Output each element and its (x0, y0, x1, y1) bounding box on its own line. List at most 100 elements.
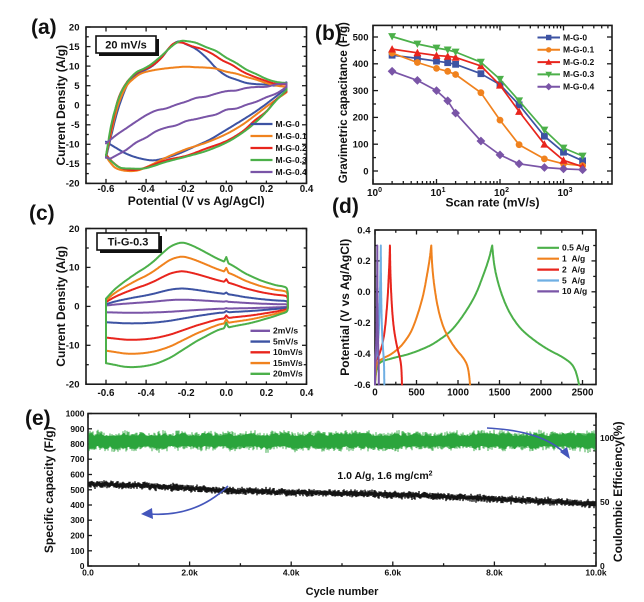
svg-text:5: 5 (74, 81, 80, 92)
svg-text:-10: -10 (66, 341, 80, 352)
svg-text:2mV/s: 2mV/s (273, 326, 298, 336)
svg-text:Specific capacity (F/g): Specific capacity (F/g) (42, 426, 56, 553)
svg-text:2 A/g: 2 A/g (562, 264, 585, 274)
svg-text:-0.2: -0.2 (178, 184, 195, 195)
svg-text:-0.6: -0.6 (98, 184, 115, 195)
svg-text:20mV/s: 20mV/s (273, 369, 303, 379)
svg-text:(e): (e) (25, 407, 51, 430)
svg-text:(d): (d) (332, 195, 359, 218)
svg-text:0: 0 (363, 166, 368, 177)
svg-text:0: 0 (600, 561, 605, 571)
svg-text:-0.6: -0.6 (354, 380, 370, 391)
svg-text:15mV/s: 15mV/s (273, 358, 303, 368)
svg-text:0.0: 0.0 (219, 388, 233, 399)
svg-text:4.0k: 4.0k (283, 568, 300, 578)
svg-text:700: 700 (70, 454, 84, 464)
svg-text:-0.4: -0.4 (354, 349, 371, 360)
svg-text:0: 0 (74, 302, 79, 313)
svg-text:20: 20 (69, 224, 80, 235)
svg-text:500: 500 (408, 388, 425, 399)
svg-text:M-G-0.2: M-G-0.2 (563, 57, 594, 67)
svg-text:1 A/g: 1 A/g (562, 254, 585, 264)
svg-text:500: 500 (70, 485, 84, 495)
svg-text:-5: -5 (71, 120, 80, 131)
svg-text:0: 0 (372, 388, 378, 399)
svg-text:Coulombic Efficiency(%): Coulombic Efficiency(%) (611, 421, 625, 562)
svg-text:-0.4: -0.4 (138, 184, 155, 195)
svg-text:M-G-0.1: M-G-0.1 (276, 131, 307, 141)
svg-text:2.0k: 2.0k (181, 568, 198, 578)
svg-text:0.2: 0.2 (260, 184, 274, 195)
svg-text:100: 100 (600, 433, 614, 443)
svg-text:2000: 2000 (530, 388, 552, 399)
svg-text:400: 400 (353, 59, 369, 70)
svg-text:Gravimetric capacitance (F/g): Gravimetric capacitance (F/g) (338, 22, 350, 183)
svg-text:Scan rate (mV/s): Scan rate (mV/s) (445, 196, 539, 210)
svg-text:20: 20 (69, 22, 80, 33)
svg-text:300: 300 (70, 515, 84, 525)
svg-text:0.5 A/g: 0.5 A/g (562, 243, 590, 253)
svg-text:8.0k: 8.0k (486, 568, 503, 578)
svg-text:M-G-0: M-G-0 (276, 119, 300, 129)
svg-text:Current Density (A/g): Current Density (A/g) (54, 45, 68, 166)
svg-text:100: 100 (70, 546, 84, 556)
svg-text:10: 10 (69, 263, 80, 274)
svg-text:0.2: 0.2 (260, 388, 274, 399)
svg-text:(b): (b) (315, 22, 342, 45)
svg-text:M-G-0.2: M-G-0.2 (276, 143, 307, 153)
svg-text:-0.4: -0.4 (138, 388, 155, 399)
svg-text:10 A/g: 10 A/g (562, 286, 587, 296)
svg-text:-20: -20 (66, 179, 80, 190)
svg-text:1.0 A/g, 1.6 mg/cm2: 1.0 A/g, 1.6 mg/cm2 (337, 470, 432, 482)
svg-text:600: 600 (70, 470, 84, 480)
svg-text:-0.2: -0.2 (178, 388, 195, 399)
svg-text:-0.6: -0.6 (98, 388, 115, 399)
svg-text:5 A/g: 5 A/g (562, 275, 585, 285)
svg-text:0.4: 0.4 (300, 388, 314, 399)
svg-text:Ti-G-0.3: Ti-G-0.3 (108, 237, 149, 249)
svg-text:-0.2: -0.2 (354, 318, 370, 329)
svg-text:5mV/s: 5mV/s (273, 336, 298, 346)
svg-text:(a): (a) (31, 16, 57, 39)
svg-text:-10: -10 (66, 140, 80, 151)
svg-text:0.4: 0.4 (357, 225, 371, 236)
svg-text:100: 100 (353, 140, 369, 151)
svg-text:6.0k: 6.0k (385, 568, 402, 578)
svg-text:20 mV/s: 20 mV/s (105, 40, 147, 52)
svg-text:Current Density (A/g): Current Density (A/g) (54, 246, 68, 367)
svg-text:800: 800 (70, 439, 84, 449)
svg-text:Cycle number: Cycle number (306, 586, 379, 598)
svg-text:1500: 1500 (489, 388, 511, 399)
svg-text:10.0k: 10.0k (585, 568, 607, 578)
svg-text:1000: 1000 (447, 388, 469, 399)
svg-text:50: 50 (600, 497, 610, 507)
svg-text:M-G-0.4: M-G-0.4 (563, 82, 594, 92)
svg-text:0: 0 (80, 561, 85, 571)
svg-text:Potential (V vs Ag/AgCl): Potential (V vs Ag/AgCl) (128, 194, 265, 208)
svg-text:0.2: 0.2 (357, 256, 370, 267)
svg-text:M-G-0.1: M-G-0.1 (563, 45, 594, 55)
svg-text:0: 0 (74, 101, 79, 112)
svg-text:M-G-0.3: M-G-0.3 (563, 69, 594, 79)
svg-text:-15: -15 (66, 159, 80, 170)
svg-text:200: 200 (353, 113, 369, 124)
svg-text:Potential (V vs Ag/AgCl): Potential (V vs Ag/AgCl) (338, 239, 352, 376)
svg-text:10mV/s: 10mV/s (273, 347, 303, 357)
svg-text:1000: 1000 (66, 409, 85, 419)
svg-text:15: 15 (69, 42, 80, 53)
svg-text:900: 900 (70, 424, 84, 434)
svg-text:200: 200 (70, 531, 84, 541)
svg-text:400: 400 (70, 500, 84, 510)
svg-text:0.0: 0.0 (219, 184, 233, 195)
svg-text:10: 10 (69, 61, 80, 72)
svg-text:M-G-0.3: M-G-0.3 (276, 155, 307, 165)
svg-text:2500: 2500 (572, 388, 594, 399)
svg-text:-20: -20 (66, 380, 80, 391)
svg-text:(c): (c) (29, 202, 55, 225)
svg-text:300: 300 (353, 86, 369, 97)
svg-text:0.0: 0.0 (357, 287, 370, 298)
svg-text:500: 500 (353, 32, 369, 43)
svg-text:0.0: 0.0 (82, 568, 94, 578)
svg-text:0.4: 0.4 (300, 184, 314, 195)
svg-text:M-G-0: M-G-0 (563, 32, 587, 42)
